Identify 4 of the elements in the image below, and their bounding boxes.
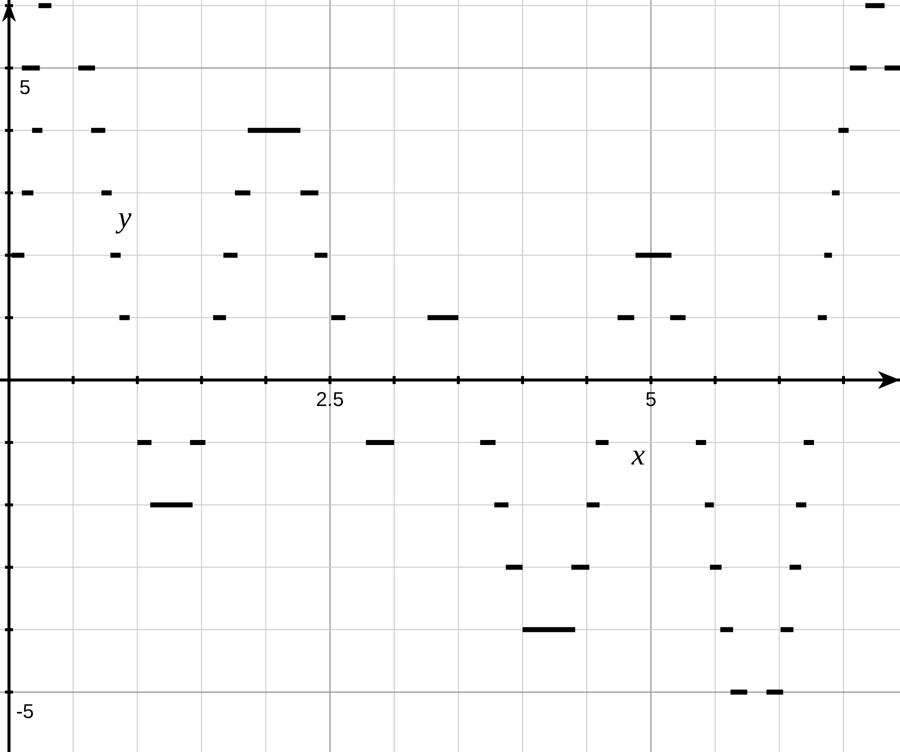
- y-tick-label: -5: [16, 701, 34, 724]
- x-tick-label: 2.5: [316, 389, 344, 412]
- x-axis-title: x: [630, 438, 646, 472]
- y-axis-title: y: [115, 201, 132, 234]
